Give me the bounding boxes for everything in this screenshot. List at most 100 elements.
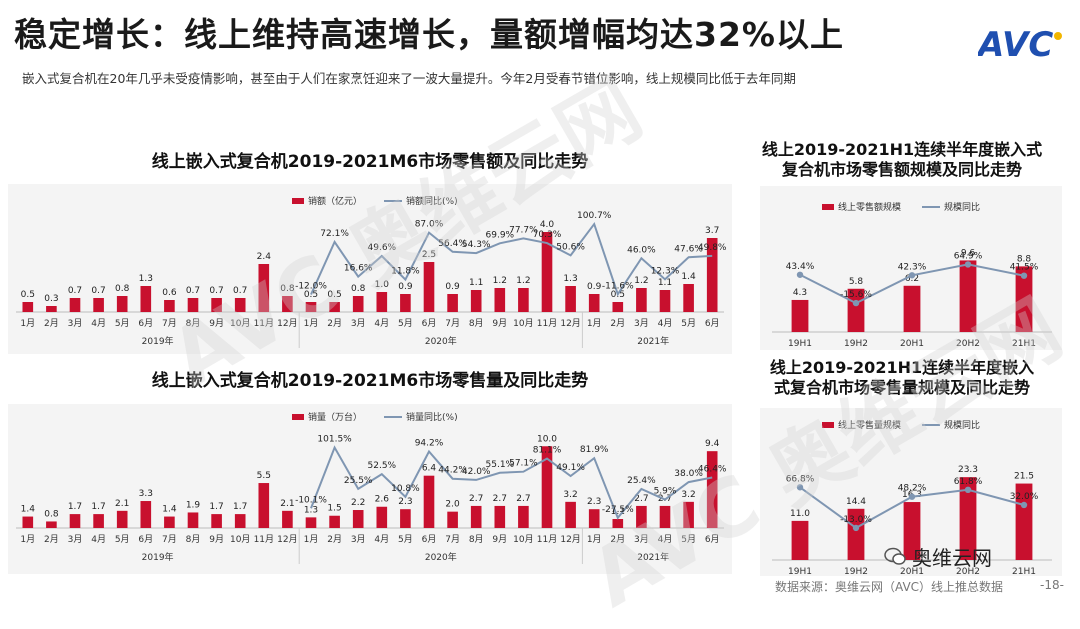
bar — [352, 510, 364, 528]
bar-value-label: 0.9 — [445, 282, 460, 292]
bar — [541, 232, 553, 312]
legend-bar-label: 线上零售额规模 — [838, 201, 901, 213]
yoy-line — [310, 221, 713, 297]
bar — [423, 262, 435, 312]
yoy-label: 52.5% — [368, 461, 397, 471]
yoy-label: 43.4% — [786, 262, 815, 272]
x-tick-label: 6月 — [422, 534, 437, 545]
bar-value-label: 0.9 — [398, 282, 413, 292]
yoy-label: 41.5% — [1010, 263, 1039, 273]
bar — [376, 292, 388, 312]
bar-value-label: 2.7 — [634, 494, 648, 504]
x-tick-label: 6月 — [138, 318, 153, 329]
wechat-badge: 奥维云网 — [884, 542, 992, 571]
bar-value-label: 1.2 — [493, 276, 507, 286]
x-tick-label: 7月 — [162, 534, 177, 545]
bar — [46, 521, 57, 528]
x-tick-label: 10月 — [230, 534, 250, 545]
bar — [903, 502, 921, 560]
bar-value-label: 1.1 — [611, 507, 625, 517]
x-tick-label: 6月 — [138, 534, 153, 545]
x-tick-label: 4月 — [658, 318, 673, 329]
yoy-label: -27.5% — [602, 505, 634, 515]
x-tick-label: 1月 — [304, 534, 319, 545]
x-tick-label: 3月 — [634, 318, 649, 329]
x-tick-label: 21H1 — [1012, 567, 1036, 576]
x-tick-label: 5月 — [398, 318, 413, 329]
chart-title-volume-half: 线上2019-2021H1连续半年度嵌入 式复合机市场零售量规模及同比走势 — [742, 358, 1062, 398]
bar — [329, 302, 340, 312]
x-tick-label: 9月 — [209, 534, 224, 545]
bar — [116, 510, 128, 528]
legend-bar-label: 销量（万台） — [308, 411, 362, 423]
bar — [683, 501, 694, 528]
x-tick-label: 8月 — [186, 318, 201, 329]
x-tick-label: 19H1 — [788, 339, 812, 349]
bar — [683, 284, 694, 312]
bar — [93, 514, 104, 528]
logo-dot-icon — [1054, 32, 1062, 40]
yoy-label: 72.1% — [320, 229, 349, 239]
bar-value-label: 21.5 — [1014, 472, 1034, 482]
data-source: 数据来源：奥维云网（AVC）线上推总数据 — [775, 580, 1004, 594]
yoy-label: 49.1% — [556, 463, 585, 473]
chart-panel-volume-monthly — [8, 404, 732, 574]
yoy-label: 46.0% — [627, 245, 656, 255]
yoy-label: 94.2% — [415, 438, 444, 448]
bar-value-label: 1.7 — [233, 502, 247, 512]
bar-value-label: 2.2 — [351, 498, 365, 508]
yoy-label: 81.9% — [580, 445, 609, 455]
bar — [211, 298, 222, 312]
avc-logo: AVC — [978, 25, 1062, 62]
bar — [636, 505, 647, 528]
yoy-label: 5.9% — [654, 487, 677, 497]
yoy-point — [796, 484, 804, 491]
chart-title-line: 式复合机市场零售量规模及同比走势 — [773, 378, 1030, 397]
yoy-label: -11.6% — [602, 281, 634, 291]
yoy-label: 64.9% — [954, 251, 983, 261]
yoy-label: 54.3% — [462, 240, 491, 250]
yoy-label: 10.8% — [391, 484, 420, 494]
yoy-label: 42.0% — [462, 467, 491, 477]
yoy-label: 25.4% — [627, 476, 656, 486]
bar — [612, 519, 624, 528]
bar-value-label: 0.8 — [44, 509, 59, 519]
bar-value-label: 1.4 — [21, 505, 36, 515]
bar — [706, 451, 718, 528]
bar-value-label: 1.7 — [209, 502, 223, 512]
yoy-label: 25.5% — [344, 476, 373, 486]
bar — [518, 505, 529, 528]
bar-value-label: 2.7 — [469, 494, 483, 504]
bar — [588, 509, 600, 528]
bar — [447, 294, 458, 312]
bar — [329, 515, 340, 528]
yoy-point — [908, 493, 916, 500]
chart-sales-monthly: 销额（亿元） 销额同比(%) 0.5 1月 0.3 2月 0.7 3月 0.7 4月 0.8 5月 1.… — [16, 195, 727, 348]
bar-value-label: 1.4 — [681, 272, 696, 282]
x-tick-label: 1月 — [587, 534, 602, 545]
x-tick-label: 6月 — [705, 534, 720, 545]
bar — [282, 296, 293, 312]
x-tick-label: 1月 — [20, 318, 35, 329]
yoy-point — [908, 272, 916, 279]
bar — [959, 477, 977, 560]
bar — [1015, 483, 1033, 560]
x-tick-label: 19H2 — [844, 567, 868, 576]
bar-value-label: 1.2 — [516, 276, 530, 286]
bar-value-label: 5.8 — [849, 277, 864, 287]
x-tick-label: 1月 — [304, 318, 319, 329]
x-tick-label: 19H2 — [844, 339, 868, 349]
yoy-label: 11.8% — [391, 267, 420, 277]
bar-value-label: 5.5 — [257, 471, 271, 481]
yoy-label: -10.1% — [295, 495, 327, 505]
bar-value-label: 11.0 — [790, 509, 810, 519]
group-label: 2020年 — [425, 551, 457, 563]
bar — [164, 300, 175, 312]
yoy-label: 100.7% — [577, 211, 612, 221]
bar-value-label: 1.3 — [563, 274, 577, 284]
x-tick-label: 4月 — [91, 318, 106, 329]
yoy-point — [1020, 272, 1028, 279]
bar — [518, 288, 529, 312]
bar — [494, 505, 506, 528]
chart-title-volume-monthly: 线上嵌入式复合机2019-2021M6市场零售量及同比走势 — [151, 371, 589, 391]
